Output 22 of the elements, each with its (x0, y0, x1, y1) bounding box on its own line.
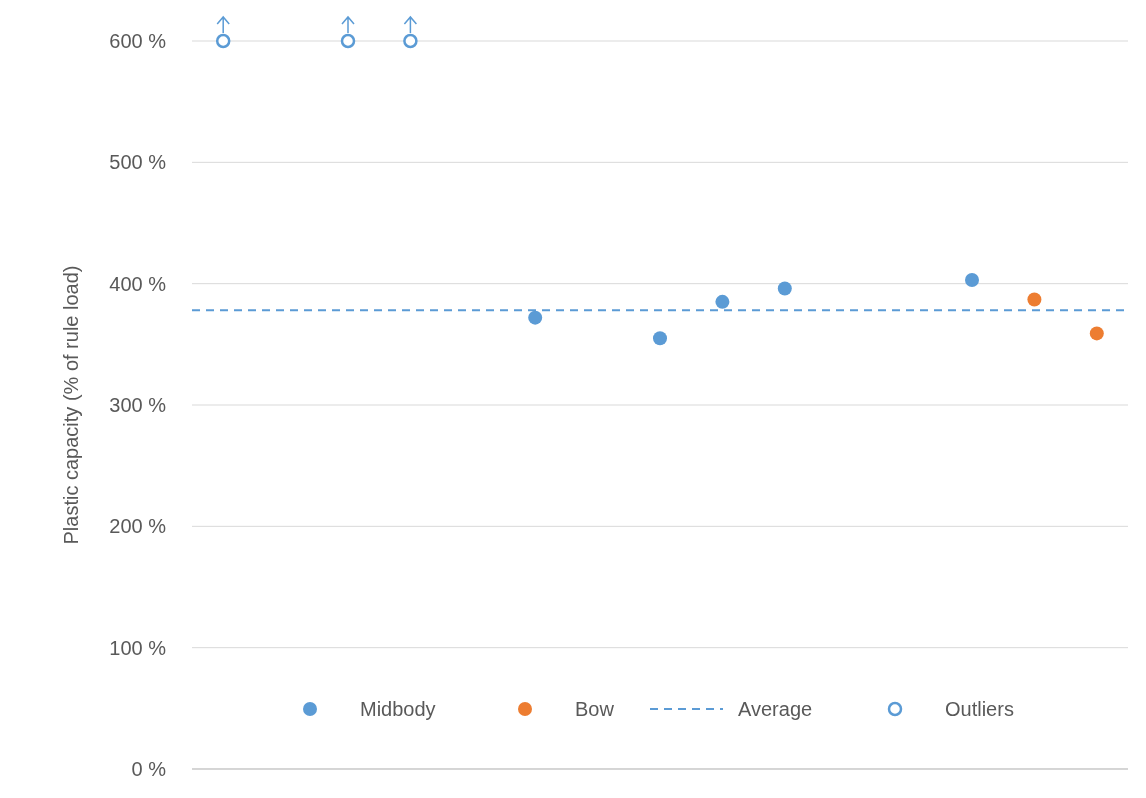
legend-label: Bow (575, 698, 615, 720)
y-tick-label: 0 % (131, 758, 167, 780)
point (215, 33, 231, 49)
point (403, 33, 418, 49)
point (1089, 326, 1104, 341)
y-tick-label: 300 % (109, 394, 167, 416)
point (528, 310, 543, 325)
point (965, 273, 979, 288)
legend-label: Average (738, 698, 813, 720)
y-tick-label: 100 % (109, 636, 167, 659)
point (653, 331, 667, 346)
point (1027, 292, 1042, 307)
y-tick-label: 500 % (109, 151, 167, 174)
y-axis-title: Plastic capacity (% of rule load) (60, 265, 82, 545)
point (777, 281, 792, 296)
legend-label: Midbody (360, 698, 436, 720)
legend-label: Outliers (945, 698, 1014, 720)
y-tick-label: 200 % (109, 515, 167, 538)
point (715, 294, 730, 309)
point (340, 33, 356, 49)
y-tick-label: 400 % (109, 272, 167, 295)
y-tick-label: 600 % (109, 30, 167, 52)
